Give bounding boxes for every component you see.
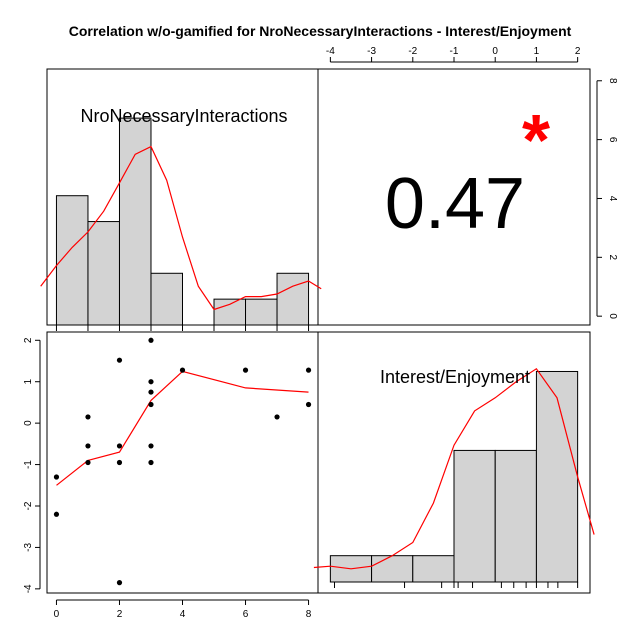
- y-axis-right-tick-label: 0: [607, 313, 618, 319]
- correlation-panel: 0.47 *: [385, 101, 550, 244]
- density-curve: [40, 145, 322, 311]
- y-axis-left-tick-label: 0: [23, 420, 34, 426]
- y-axis-left-tick-label: -4: [23, 584, 34, 593]
- histogram-bar: [118, 117, 152, 326]
- x-axis-top-tick-label: -3: [367, 46, 376, 57]
- histogram-bar: [329, 555, 373, 583]
- histogram-bar: [87, 221, 120, 326]
- y-axis-left-tick-label: -1: [23, 460, 34, 469]
- x-axis-bottom-tick-label: 0: [54, 609, 60, 620]
- panel-frame-br: [317, 331, 591, 594]
- scatter-point: [85, 459, 91, 466]
- scatter-point: [85, 443, 91, 449]
- density-curve: [313, 367, 595, 570]
- scatter-point: [148, 459, 154, 466]
- scatter-point: [53, 474, 60, 480]
- histogram-bar: [535, 370, 579, 583]
- x-axis-top-tick-label: -2: [408, 46, 417, 57]
- x-axis-top-tick-label: -4: [326, 46, 335, 57]
- x-axis-top-tick-label: 1: [534, 46, 540, 57]
- y-axis-right-tick-label: 2: [607, 255, 618, 261]
- histogram-interest-enjoyment: [313, 367, 595, 588]
- y-axis-left-tick-label: -3: [23, 543, 34, 552]
- x-axis-top-tick-label: -1: [450, 46, 459, 57]
- x-axis-top-tick-label: 2: [575, 46, 581, 57]
- scatter-point: [116, 357, 123, 363]
- loess-line: [56, 370, 309, 486]
- scatter-point: [242, 367, 249, 373]
- y-axis-left-tick-label: 2: [23, 337, 34, 343]
- variable-label-nro: NroNecessaryInteractions: [80, 106, 287, 126]
- x-axis-bottom-tick-label: 8: [306, 609, 312, 620]
- histogram-bar: [213, 298, 247, 326]
- variable-label-interest: Interest/Enjoyment: [380, 367, 530, 387]
- labels-layer: NroNecessaryInteractions Interest/Enjoym…: [80, 106, 530, 387]
- scatter-point: [148, 379, 154, 385]
- significance-star: *: [522, 101, 550, 181]
- scatter-panel: [53, 337, 312, 586]
- scatter-point: [148, 443, 154, 449]
- scatter-point: [116, 459, 123, 466]
- scatter-point: [274, 414, 280, 420]
- histogram-bar: [412, 555, 455, 583]
- axes-layer: 0 2 4 6 8 -4 -3 -2 -1 0 1 2 -4 -3 -2 -1 0 1 2 0 2 4 6 8: [23, 46, 618, 620]
- y-axis-left-tick-label: -2: [23, 501, 34, 510]
- histogram-bar: [494, 449, 537, 583]
- scatter-point: [148, 389, 154, 395]
- y-axis-right-tick-label: 6: [607, 137, 618, 143]
- scatter-point: [148, 337, 154, 343]
- y-axis-right-tick-label: 8: [607, 78, 618, 84]
- x-axis-bottom-tick-label: 2: [117, 609, 123, 620]
- panel-frame-tr: [317, 68, 591, 326]
- scatter-point: [116, 580, 123, 586]
- chart-title: Correlation w/o-gamified for NroNecessar…: [69, 23, 572, 39]
- histogram-nro-necessary-interactions: [40, 117, 322, 331]
- x-axis-bottom-tick-label: 4: [180, 609, 186, 620]
- y-axis-right-tick-label: 4: [607, 196, 618, 202]
- scatter-point: [85, 414, 91, 420]
- scatter-point: [116, 443, 123, 449]
- histogram-bar: [245, 298, 278, 326]
- scatter-point: [179, 367, 186, 373]
- x-axis-bottom-tick-label: 6: [243, 609, 249, 620]
- x-axis-top-tick-label: 0: [492, 46, 498, 57]
- histogram-bar: [453, 449, 496, 583]
- scatter-point: [148, 401, 154, 408]
- histogram-bar: [371, 555, 414, 583]
- scatter-point: [53, 511, 60, 517]
- correlation-value: 0.47: [385, 164, 525, 244]
- histogram-bar: [276, 272, 310, 326]
- y-axis-left-tick-label: 1: [23, 378, 34, 384]
- scatter-point: [305, 367, 312, 373]
- histogram-bar: [150, 272, 183, 326]
- scatter-point: [305, 401, 312, 408]
